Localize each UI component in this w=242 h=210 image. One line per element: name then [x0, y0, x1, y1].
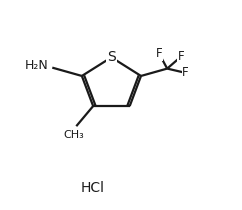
- Text: HCl: HCl: [80, 181, 104, 195]
- Text: S: S: [107, 50, 116, 64]
- Text: F: F: [177, 50, 184, 63]
- Text: F: F: [182, 66, 189, 79]
- Text: CH₃: CH₃: [63, 130, 84, 140]
- Text: F: F: [156, 47, 162, 60]
- Text: H₂N: H₂N: [25, 59, 49, 72]
